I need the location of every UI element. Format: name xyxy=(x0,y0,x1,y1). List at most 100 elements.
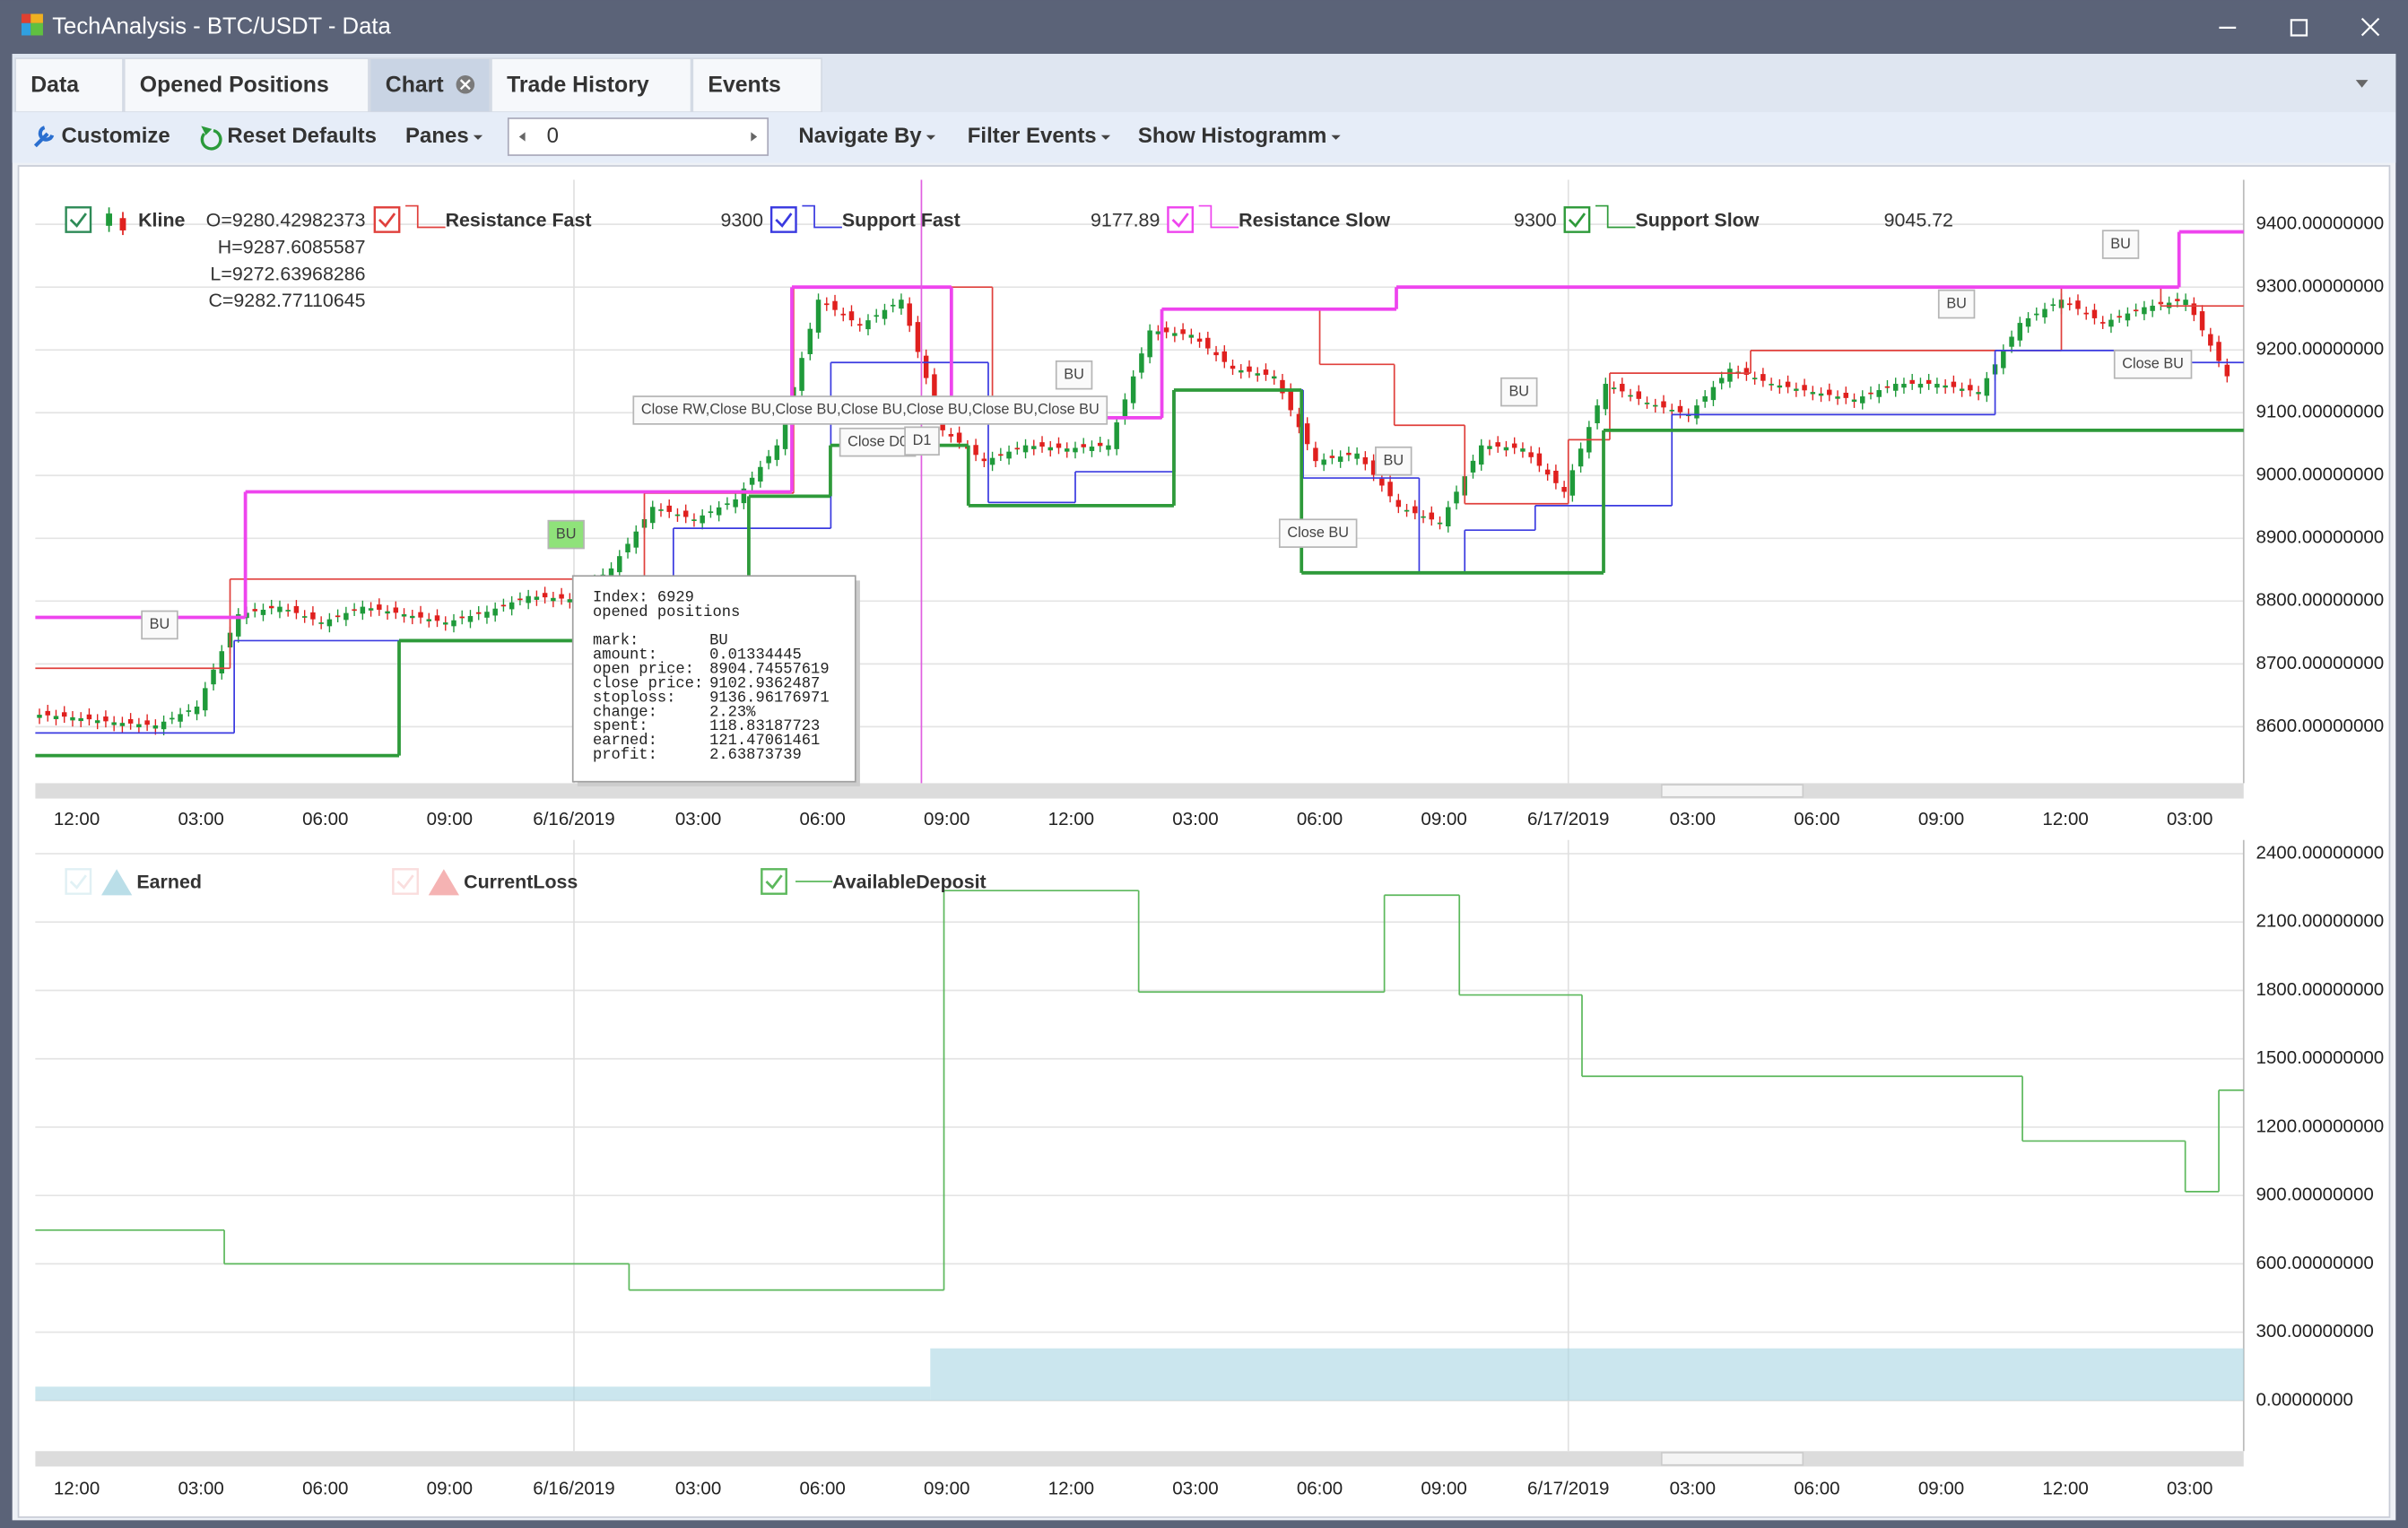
x-tick-label: 09:00 xyxy=(924,1479,969,1499)
spin-right[interactable] xyxy=(751,132,758,142)
legend-checkbox[interactable] xyxy=(65,868,92,895)
candle-body xyxy=(1205,337,1211,349)
close-button[interactable] xyxy=(2360,17,2380,37)
legend-checkbox[interactable] xyxy=(373,206,401,233)
candle-body xyxy=(1454,491,1459,504)
scrollbar-thumb[interactable] xyxy=(1660,1452,1804,1466)
legend-checkbox[interactable] xyxy=(761,868,787,895)
candle-body xyxy=(268,605,274,609)
tooltip-subtitle: opened positions xyxy=(593,604,740,621)
series xyxy=(35,890,2244,1401)
candle-body xyxy=(385,611,390,614)
plot-area xyxy=(35,179,2244,784)
candle-body xyxy=(1147,330,1152,358)
candle-body xyxy=(1196,338,1203,342)
scrollbar[interactable] xyxy=(35,1451,2244,1467)
candle-body xyxy=(194,706,200,715)
annotation-box[interactable] xyxy=(1375,446,1413,476)
candle-body xyxy=(1379,478,1385,486)
candle-body xyxy=(1387,482,1393,497)
scrollbar[interactable] xyxy=(35,783,2244,799)
candle-body xyxy=(2108,319,2114,327)
scrollbar-thumb[interactable] xyxy=(1660,784,1804,798)
candle-body xyxy=(1661,401,1666,408)
candle-body xyxy=(865,320,871,330)
candle-body xyxy=(1313,447,1318,462)
toolbar-button[interactable]: Panes xyxy=(405,124,469,148)
toolbar-button[interactable]: Reset Defaults xyxy=(227,124,377,148)
x-tick-label: 6/16/2019 xyxy=(533,1479,614,1499)
candle-body xyxy=(2083,312,2089,315)
legend-checkbox[interactable] xyxy=(1167,206,1195,233)
toolbar-button[interactable]: Show Histogramm xyxy=(1138,124,1326,148)
annotation-box[interactable] xyxy=(904,426,940,456)
annotation-box[interactable] xyxy=(547,519,585,550)
tooltip-value: 2.63873739 xyxy=(709,747,802,764)
annotation-box[interactable] xyxy=(141,610,178,640)
candle-body xyxy=(1669,410,1674,412)
annotation-box[interactable] xyxy=(1500,377,1538,407)
maximize-button[interactable] xyxy=(2290,19,2308,37)
annotation-label: BU xyxy=(150,616,170,632)
tooltip-value: 9102.9362487 xyxy=(709,675,820,692)
candle-body xyxy=(989,457,995,465)
legend-name: Resistance Slow xyxy=(1239,209,1390,230)
legend-check xyxy=(1171,213,1189,228)
legend-checkbox[interactable] xyxy=(1563,206,1591,233)
legend-ohlc: H=9287.6085587 xyxy=(218,236,366,257)
tab[interactable] xyxy=(123,57,369,113)
annotation-box[interactable] xyxy=(632,395,1108,425)
position-input[interactable] xyxy=(507,117,769,156)
candle-body xyxy=(1296,413,1302,428)
x-tick-label: 03:00 xyxy=(1670,1479,1716,1499)
candle-body xyxy=(1710,386,1717,401)
annotation-box[interactable] xyxy=(839,427,917,457)
candle-body xyxy=(774,445,780,460)
candle-body xyxy=(716,507,722,516)
toolbar-button[interactable]: Customize xyxy=(61,124,170,148)
tooltip-key: close price: xyxy=(593,675,703,692)
toolbar-button[interactable]: Navigate By xyxy=(798,124,922,148)
candle-body xyxy=(1239,369,1244,373)
candle-body xyxy=(152,725,159,729)
candle-body xyxy=(1876,390,1882,397)
spin-left[interactable] xyxy=(518,132,526,142)
toolbar-items: Customize Reset Defaults Panes Navigate By F… xyxy=(33,117,1341,156)
y-tick-label: 8600.00000000 xyxy=(2256,716,2384,736)
legend-value: 9177.89 xyxy=(1091,209,1160,230)
candle-body xyxy=(1039,442,1045,447)
candle-body xyxy=(484,612,490,618)
candle-body xyxy=(2075,300,2081,309)
annotation-box[interactable] xyxy=(1278,518,1358,548)
legend-check xyxy=(69,213,87,228)
annotation-box[interactable] xyxy=(2101,230,2140,259)
annotation-box[interactable] xyxy=(2113,350,2193,379)
candle-body xyxy=(551,597,556,602)
x-tick-label: 03:00 xyxy=(675,809,721,829)
candle-body xyxy=(393,607,399,613)
annotation-box[interactable] xyxy=(1055,360,1093,390)
candle-body xyxy=(1130,376,1136,404)
chart: 8600.00000000 8700.00000000 8800.00000000 8… xyxy=(35,179,2384,829)
legend-checkbox[interactable] xyxy=(392,868,419,895)
x-tick-label: 03:00 xyxy=(1172,809,1218,829)
tooltip-key: mark: xyxy=(593,633,639,650)
y-tick-label: 600.00000000 xyxy=(2256,1253,2373,1273)
candle-body xyxy=(443,622,448,625)
legend-checkbox[interactable] xyxy=(769,206,797,233)
candle-body xyxy=(1802,385,1807,391)
legend-checkbox[interactable] xyxy=(65,206,92,233)
tab[interactable] xyxy=(14,57,124,113)
candle-body xyxy=(2017,323,2023,341)
tooltip-value: 121.47061461 xyxy=(709,733,820,750)
legend-check xyxy=(775,213,793,228)
x-tick-label: 12:00 xyxy=(1048,1479,1094,1499)
legend-check xyxy=(396,874,414,890)
candle-body xyxy=(832,300,838,310)
candle-body xyxy=(1404,509,1410,512)
candle-body xyxy=(285,610,291,612)
tab-menu-arrow[interactable] xyxy=(2355,80,2369,88)
legend-value: 9300 xyxy=(720,209,763,230)
annotation-box[interactable] xyxy=(1937,289,1976,319)
toolbar-button[interactable]: Filter Events xyxy=(968,124,1097,148)
